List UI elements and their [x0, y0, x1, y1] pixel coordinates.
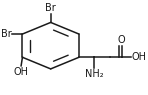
- Text: Br: Br: [45, 3, 56, 13]
- Text: OH: OH: [132, 52, 147, 62]
- Text: NH₂: NH₂: [85, 69, 104, 79]
- Text: Br: Br: [1, 29, 11, 39]
- Text: O: O: [117, 35, 125, 45]
- Text: OH: OH: [14, 67, 29, 77]
